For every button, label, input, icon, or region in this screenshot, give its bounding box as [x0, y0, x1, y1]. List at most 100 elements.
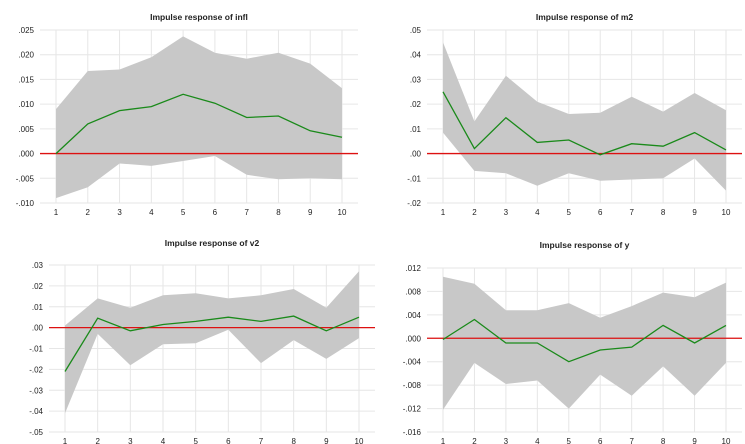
response-point: [245, 116, 247, 118]
response-point: [725, 149, 727, 151]
x-tick-label: 5: [567, 208, 572, 217]
x-tick-label: 10: [338, 208, 347, 217]
response-point: [64, 370, 66, 372]
y-tick-label: .010: [18, 100, 34, 109]
x-tick-label: 4: [535, 437, 540, 444]
response-point: [662, 324, 664, 326]
x-tick-label: 5: [567, 437, 572, 444]
y-tick-label: .02: [410, 100, 422, 109]
y-tick-label: -.02: [29, 365, 43, 374]
x-tick-label: 7: [259, 437, 264, 444]
response-point: [55, 152, 57, 154]
y-tick-label: .04: [410, 51, 422, 60]
x-tick-label: 3: [504, 208, 509, 217]
y-tick-label: -.008: [403, 381, 422, 390]
x-tick-label: 10: [355, 437, 364, 444]
y-tick-label: .03: [32, 261, 44, 270]
chart-title: Impulse response of v2: [165, 238, 260, 248]
x-tick-label: 7: [629, 437, 634, 444]
chart-panel-3: Impulse response of v2 -.05 -.04 -.03 -.02 -.…: [29, 238, 375, 444]
y-tick-label: -.012: [403, 405, 422, 414]
response-point: [292, 315, 294, 317]
x-tick-label: 5: [181, 208, 186, 217]
y-tick-label: .012: [405, 264, 421, 273]
response-point: [227, 316, 229, 318]
response-line: [442, 91, 727, 156]
y-tick-label: -.03: [29, 386, 43, 395]
x-tick-label: 6: [598, 208, 603, 217]
response-point: [129, 330, 131, 332]
response-point: [662, 145, 664, 147]
y-tick-label: -.01: [29, 345, 43, 354]
x-tick-label: 10: [722, 208, 731, 217]
response-point: [442, 91, 444, 93]
x-tick-label: 10: [722, 437, 731, 444]
y-tick-label: -.04: [29, 407, 43, 416]
y-tick-label: .05: [410, 26, 422, 35]
y-tick-label: .005: [18, 125, 34, 134]
y-tick-label: -.005: [16, 174, 35, 183]
response-point: [568, 139, 570, 141]
x-tick-label: 9: [692, 437, 697, 444]
response-point: [725, 324, 727, 326]
x-tick-label: 3: [117, 208, 122, 217]
confidence-band: [56, 36, 342, 199]
y-tick-label: .00: [410, 150, 422, 159]
x-tick-label: 2: [86, 208, 91, 217]
response-point: [325, 330, 327, 332]
response-point: [599, 349, 601, 351]
response-point: [568, 361, 570, 363]
x-tick-label: 6: [598, 437, 603, 444]
y-tick-label: .004: [405, 311, 421, 320]
x-tick-label: 2: [95, 437, 100, 444]
y-tick-label: -.004: [403, 358, 422, 367]
chart-panel-4: Impulse response of y -.016 -.012 -.008 -.00…: [403, 240, 742, 444]
x-tick-label: 8: [276, 208, 281, 217]
y-tick-label: .000: [18, 150, 34, 159]
response-point: [599, 154, 601, 156]
response-point: [473, 147, 475, 149]
response-point: [341, 136, 343, 138]
chart-title: Impulse response of infl: [150, 12, 248, 22]
x-tick-label: 8: [291, 437, 296, 444]
response-point: [630, 142, 632, 144]
confidence-band: [65, 271, 359, 414]
y-tick-label: .00: [32, 324, 44, 333]
y-tick-label: -.010: [16, 199, 35, 208]
response-point: [630, 346, 632, 348]
y-tick-label: .01: [32, 303, 44, 312]
response-point: [260, 320, 262, 322]
x-tick-label: 1: [441, 208, 446, 217]
y-tick-label: .015: [18, 75, 34, 84]
chart-panel-2: Impulse response of m2 -.02 -.01 .00 .01 .02.…: [407, 12, 742, 217]
x-tick-label: 4: [161, 437, 166, 444]
y-tick-label: .03: [410, 75, 422, 84]
response-point: [194, 320, 196, 322]
x-tick-label: 8: [661, 208, 666, 217]
chart-title: Impulse response of y: [540, 240, 630, 250]
response-line: [442, 318, 727, 363]
y-tick-label: .020: [18, 51, 34, 60]
y-tick-label: .008: [405, 287, 421, 296]
x-tick-label: 7: [629, 208, 634, 217]
y-tick-label: -.016: [403, 428, 422, 437]
response-point: [536, 342, 538, 344]
y-tick-label: -.01: [407, 174, 421, 183]
x-tick-label: 7: [244, 208, 249, 217]
x-tick-label: 9: [324, 437, 329, 444]
y-tick-label: -.02: [407, 199, 421, 208]
response-point: [473, 318, 475, 320]
response-point: [87, 123, 89, 125]
response-point: [693, 131, 695, 133]
x-tick-label: 9: [692, 208, 697, 217]
response-point: [693, 342, 695, 344]
x-tick-label: 1: [54, 208, 59, 217]
y-tick-label: .000: [405, 334, 421, 343]
response-point: [309, 130, 311, 132]
y-tick-label: .025: [18, 26, 34, 35]
response-point: [277, 115, 279, 117]
response-point: [442, 338, 444, 340]
x-tick-label: 6: [226, 437, 231, 444]
response-line: [64, 315, 360, 372]
